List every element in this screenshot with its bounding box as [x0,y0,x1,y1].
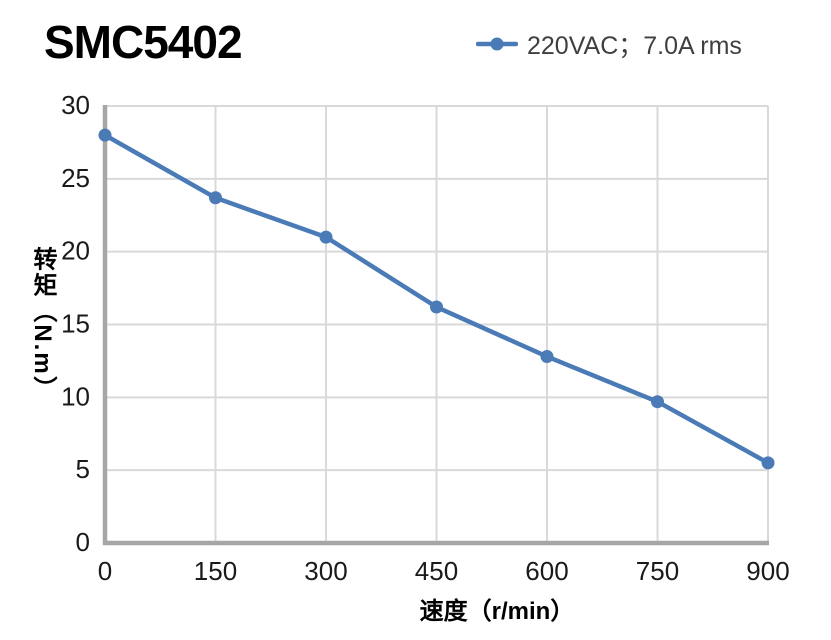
legend: 220VAC；7.0A rms [476,26,742,62]
x-tick-label: 750 [636,556,679,586]
y-tick-label: 0 [76,527,90,557]
chart-title: SMC5402 [44,16,243,68]
data-point-marker [540,350,554,364]
x-tick-label: 450 [415,556,458,586]
data-point-marker [98,128,112,142]
x-tick-label: 600 [525,556,568,586]
y-tick-label: 20 [61,236,90,266]
y-tick-label: 30 [61,90,90,120]
y-axis-title: 转矩（N.m） [29,246,56,402]
data-point-marker [209,191,222,205]
data-point-marker [319,230,333,244]
x-tick-label: 0 [98,556,112,586]
data-point-marker [430,300,443,314]
y-tick-label: 10 [61,381,90,411]
data-point-marker [651,395,664,409]
legend-line-marker-icon [476,37,518,51]
x-axis-title: 速度（r/min） [419,598,575,625]
x-tick-label: 300 [304,556,347,586]
y-tick-label: 25 [61,163,90,193]
x-tick-label: 900 [746,556,789,586]
data-point-marker [761,456,775,470]
y-tick-label: 15 [61,309,90,339]
y-tick-label: 5 [76,454,90,484]
x-tick-label: 150 [194,556,237,586]
legend-label: 220VAC；7.0A rms [527,32,742,60]
